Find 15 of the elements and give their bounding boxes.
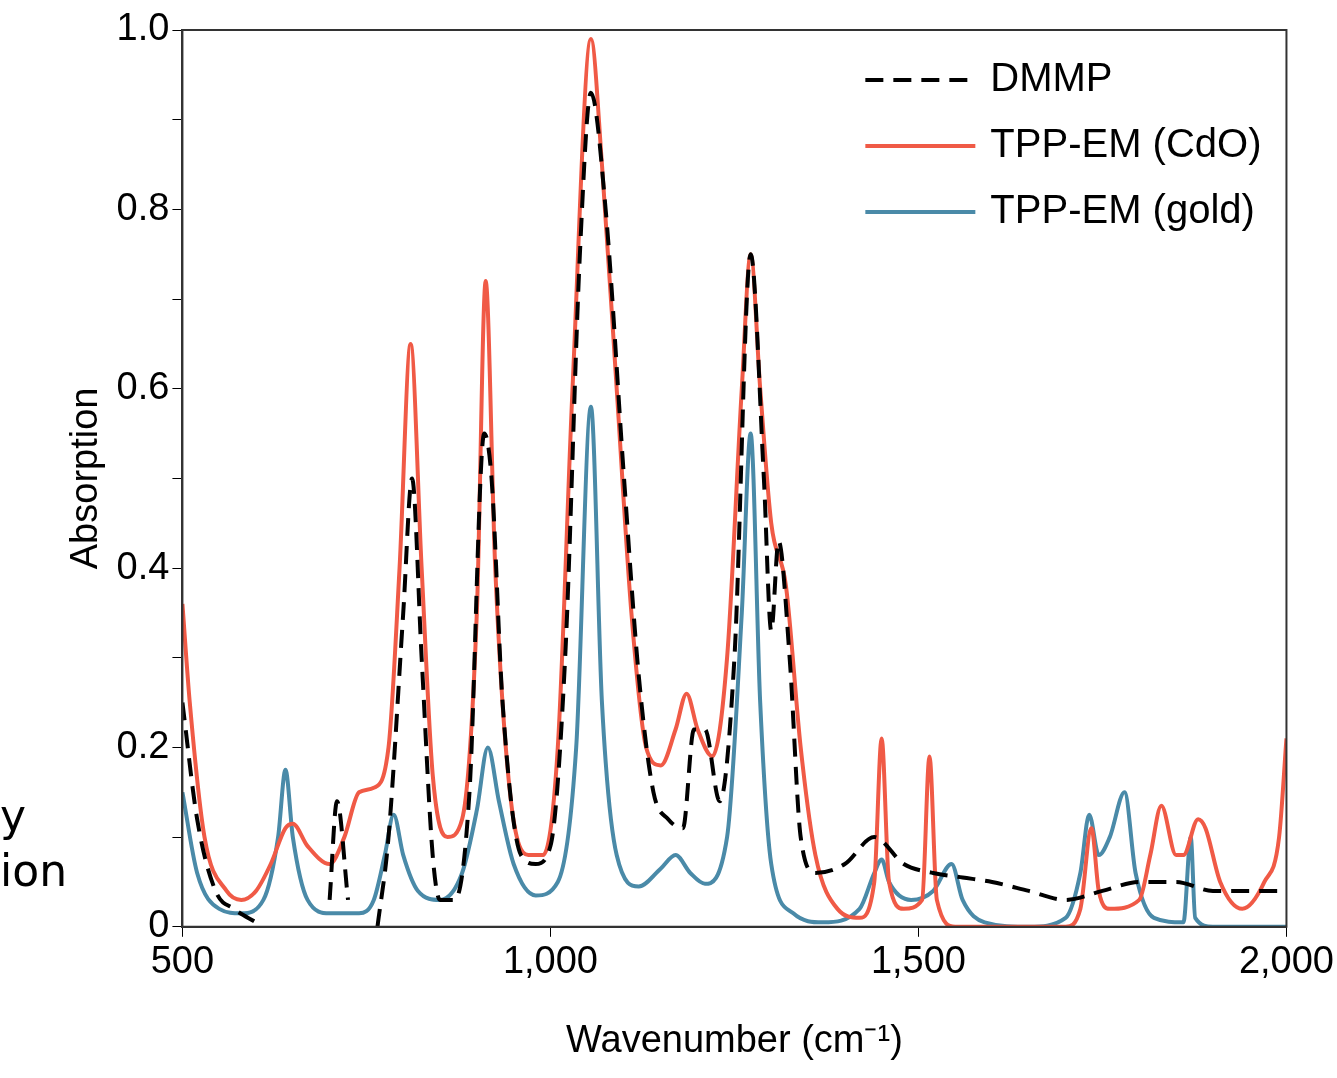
x-tick-label: 1,500 <box>870 939 966 982</box>
y-tick-label: 0.8 <box>116 185 170 228</box>
x-axis-title: Wavenumber (cm⁻¹) <box>566 1017 903 1060</box>
y-axis-title: Absorption <box>63 387 106 570</box>
y-tick-label: 0.4 <box>116 544 170 587</box>
y-tick-label: 1.0 <box>116 6 170 49</box>
legend-label: TPP-EM (CdO) <box>990 121 1262 166</box>
legend-label: TPP-EM (gold) <box>990 187 1255 232</box>
x-tick-label: 1,000 <box>502 939 598 982</box>
text: ion <box>0 845 68 896</box>
legend-label: DMMP <box>990 55 1113 100</box>
x-tick-label: 2,000 <box>1238 939 1334 982</box>
y-tick-label: 0.2 <box>116 723 170 766</box>
text: y <box>0 790 27 841</box>
y-tick-label: 0.6 <box>116 365 170 408</box>
